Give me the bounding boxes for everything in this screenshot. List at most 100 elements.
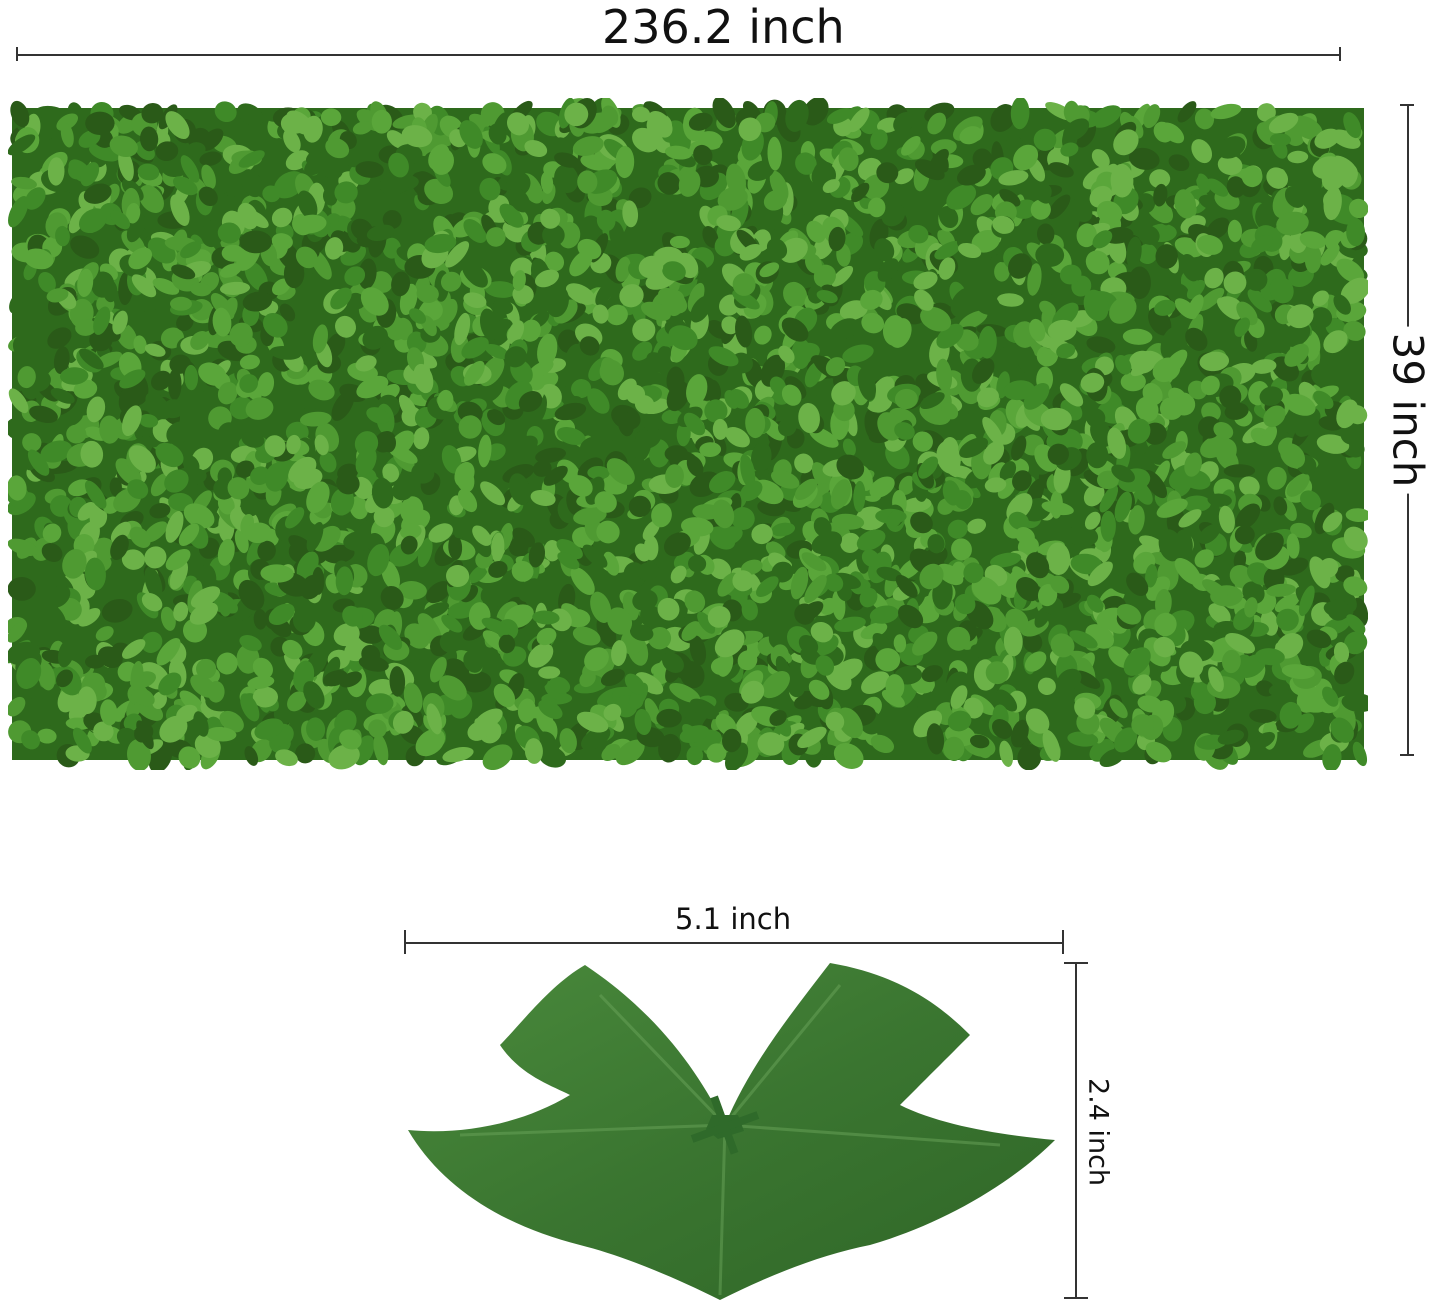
ivy-leaf (498, 634, 516, 654)
ivy-leaf (1185, 327, 1208, 351)
ivy-leaf (129, 526, 151, 548)
ivy-leaf (920, 392, 945, 410)
ivy-leaf (1003, 626, 1023, 657)
ivy-leaf (997, 293, 1024, 307)
ivy-leaf (1015, 527, 1035, 545)
ivy-leaf (11, 176, 37, 190)
ivy-leaf (325, 237, 344, 260)
ivy-leaf (1050, 575, 1070, 594)
ivy-leaf (927, 112, 947, 135)
ivy-leaf (1233, 550, 1247, 570)
ivy-leaf (518, 390, 543, 413)
ivy-leaf (380, 585, 404, 610)
ivy-leaf (126, 202, 141, 224)
ivy-leaf (554, 402, 587, 421)
ivy-leaf (426, 703, 442, 735)
ivy-leaf (29, 405, 58, 424)
ivy-leaf (128, 445, 156, 473)
ivy-leaf (741, 599, 758, 621)
ivy-leaf (819, 597, 837, 615)
ivy-leaf (485, 227, 506, 247)
ivy-leaf (84, 557, 106, 591)
ivy-leaf (1116, 604, 1142, 625)
ivy-leaf (537, 333, 558, 367)
ivy-leaf (1281, 664, 1315, 680)
ivy-leaf (1345, 508, 1368, 523)
ivy-leaf (463, 219, 487, 243)
ivy-leaf (712, 98, 736, 129)
ivy-leaf (971, 229, 1000, 253)
ivy-leaf (894, 422, 915, 440)
ivy-leaf (1282, 322, 1311, 347)
ivy-leaf (66, 424, 87, 444)
ivy-leaf (312, 272, 332, 302)
ivy-leaf (640, 301, 671, 321)
ivy-leaf (421, 602, 450, 619)
ivy-leaf (178, 523, 200, 546)
ivy-leaf (895, 574, 918, 598)
ivy-leaf (312, 324, 329, 354)
ivy-leaf (528, 542, 546, 568)
ivy-leaf (540, 208, 561, 229)
ivy-leaf (828, 226, 846, 252)
ivy-leaf (532, 610, 560, 625)
ivy-leaf (615, 256, 631, 282)
ivy-leaf (876, 162, 899, 184)
ivy-leaf (333, 623, 360, 647)
ivy-leaf (638, 255, 664, 279)
ivy-leaf (400, 535, 418, 555)
ivy-leaf (184, 364, 199, 391)
ivy-leaf (1022, 632, 1043, 653)
ivy-leaf (708, 346, 739, 367)
ivy-leaf (158, 672, 182, 696)
ivy-leaf (983, 441, 1005, 465)
ivy-leaf (763, 189, 788, 211)
ivy-leaf (1122, 328, 1153, 345)
ivy-leaf (1284, 393, 1316, 416)
ivy-leaf (1027, 263, 1042, 296)
ivy-leaf (1017, 744, 1042, 770)
ivy-leaf (166, 421, 190, 445)
ivy-leaf (1217, 154, 1243, 176)
ivy-leaf (706, 743, 727, 763)
ivy-leaf (524, 139, 548, 158)
ivy-leaf (9, 293, 23, 314)
ivy-leaf (958, 242, 982, 259)
leaf-height-label: 2.4 inch (1082, 1077, 1114, 1187)
ivy-leaf (822, 446, 848, 465)
ivy-leaf (556, 539, 583, 560)
ivy-leaf (804, 574, 827, 603)
ivy-leaf (159, 715, 188, 743)
ivy-leaf (704, 399, 728, 423)
ivy-leaf (617, 411, 634, 437)
ivy-leaf (1110, 163, 1134, 198)
ivy-leaf (877, 258, 899, 282)
ivy-leaf (424, 233, 457, 254)
ivy-leaf (1333, 294, 1351, 315)
ivy-leaf (737, 650, 758, 671)
ivy-leaf (1097, 470, 1119, 490)
ivy-leaf (1213, 422, 1234, 440)
ivy-leaf (881, 203, 906, 227)
ivy-leaf (1210, 103, 1242, 120)
ivy-leaf (468, 564, 489, 584)
ivy-leaf (211, 180, 232, 196)
ivy-leaf (240, 495, 261, 517)
ivy-leaf (549, 676, 571, 694)
ivy-leaf (693, 144, 713, 166)
ivy-leaf (428, 144, 450, 171)
ivy-leaf (512, 270, 526, 291)
ivy-leaf (417, 613, 438, 637)
ivy-leaf (1056, 668, 1082, 692)
ivy-leaf (487, 409, 506, 426)
ivy-leaf (171, 264, 196, 280)
ivy-leaf (282, 639, 303, 660)
ivy-leaf (816, 290, 838, 304)
ivy-leaf (1033, 128, 1057, 151)
ivy-leaf (1008, 511, 1029, 530)
ivy-leaf (1244, 597, 1258, 618)
ivy-leaf (1333, 642, 1350, 664)
ivy-leaf (1076, 223, 1097, 248)
ivy-leaf (286, 434, 301, 455)
ivy-leaf (860, 289, 883, 310)
